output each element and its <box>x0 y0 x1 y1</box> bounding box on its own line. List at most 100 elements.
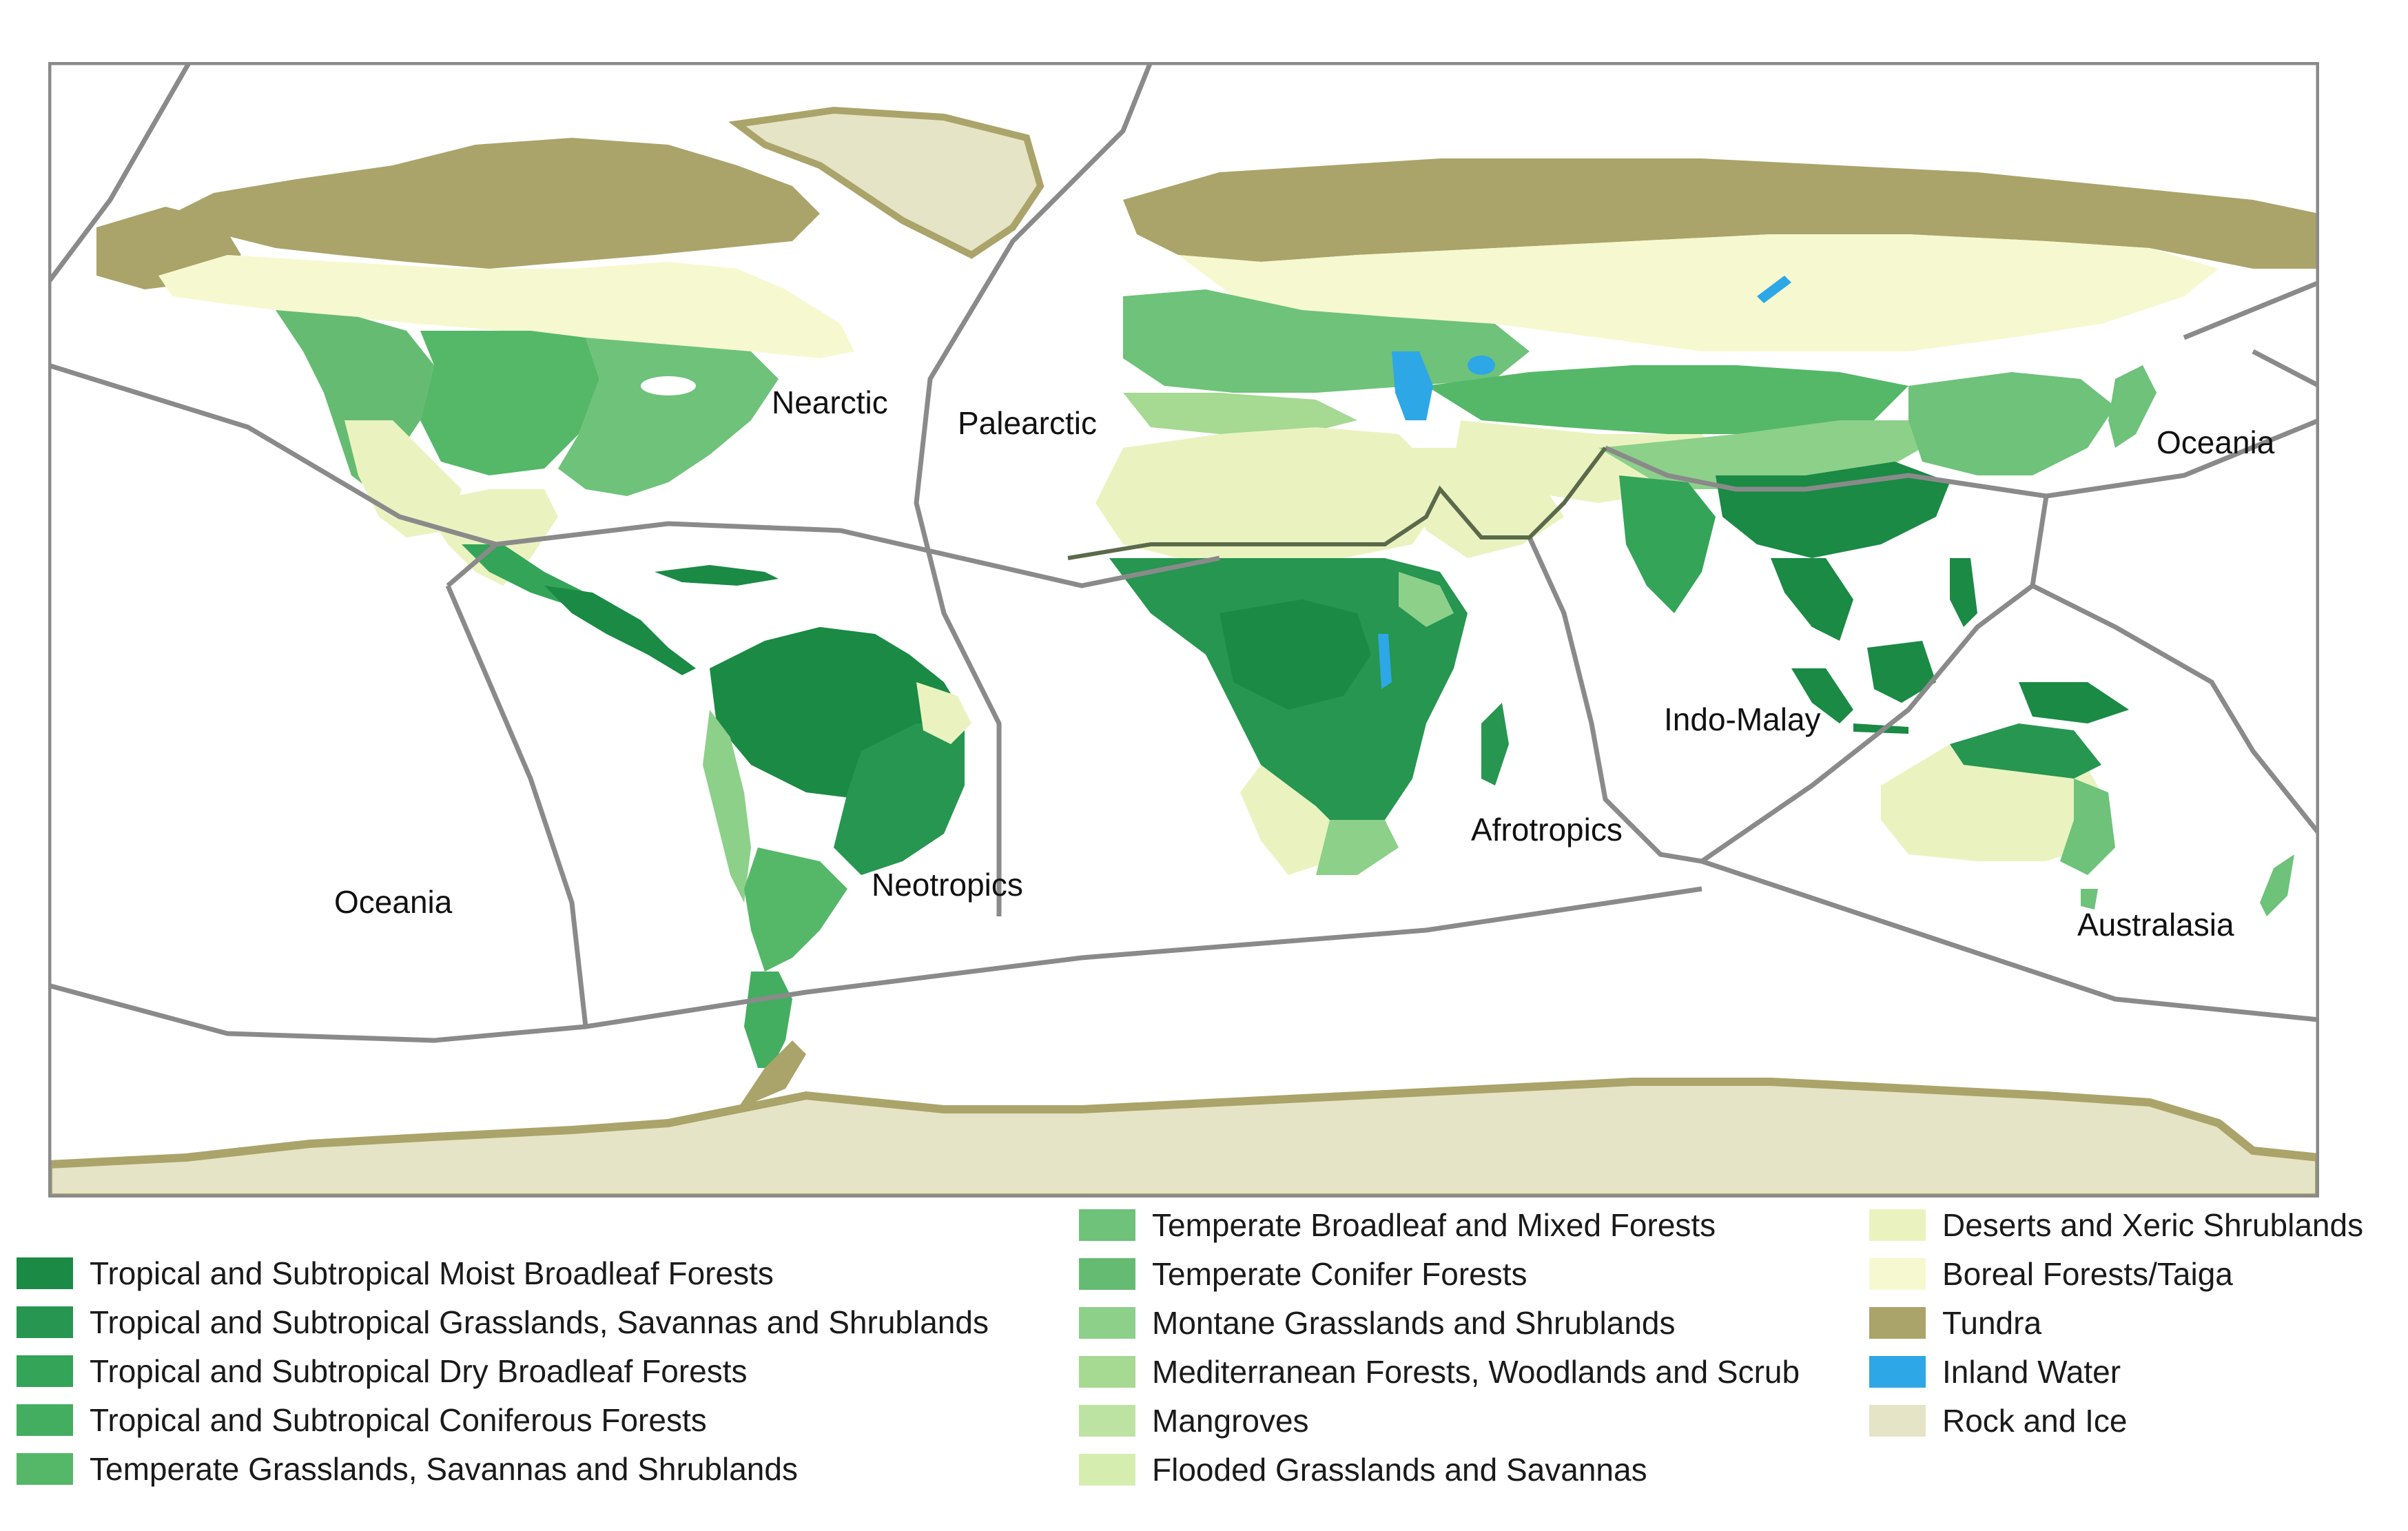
realm-boundaries <box>48 62 2319 1043</box>
legend-swatch <box>1869 1306 1926 1339</box>
caspian-sea <box>1392 351 1433 420</box>
greenland <box>737 110 1040 255</box>
antarctica <box>48 1078 2319 1198</box>
siberia-tundra <box>1123 158 2319 269</box>
caribbean-islands <box>655 565 779 586</box>
boundary-line <box>1604 418 2319 499</box>
boundary-line <box>48 886 1702 1043</box>
antarctic-peninsula <box>737 1040 806 1109</box>
legend-label: Boreal Forests/Taiga <box>1942 1255 2233 1292</box>
great-plains-grassland <box>420 331 599 475</box>
sahara <box>1095 427 1440 558</box>
sumatra <box>1791 668 1853 723</box>
legend-swatch <box>1079 1355 1135 1388</box>
australia-north-savanna <box>1950 723 2101 779</box>
australia <box>1881 723 2294 916</box>
north-america <box>96 106 1045 675</box>
palearctic-afrotropic-boundary <box>1067 446 1607 560</box>
japan <box>2108 365 2157 448</box>
aral-sea <box>1468 356 1495 375</box>
lake-baikal <box>1757 276 1791 303</box>
andes-montane <box>703 710 751 903</box>
realm-label-australasia: Australasia <box>2077 907 2234 943</box>
legend-column-3: Deserts and Xeric Shrublands Boreal Fores… <box>1869 1200 2363 1445</box>
china-south-forest <box>1716 462 1950 558</box>
realm-label-neotropics: Neotropics <box>872 867 1023 903</box>
mediterranean <box>1123 393 1357 434</box>
boundary-line <box>2252 349 2319 389</box>
boundary-line <box>445 584 588 1027</box>
north-america-boreal <box>158 255 854 358</box>
legend-item: Montane Grasslands and Shrublands <box>1079 1298 1800 1347</box>
legend-label: Mediterranean Forests, Woodlands and Scr… <box>1152 1353 1800 1390</box>
boundary-line <box>1527 536 1702 864</box>
boundary-line <box>914 62 1153 916</box>
legend-swatch <box>17 1404 73 1436</box>
legend-column-1: Tropical and Subtropical Moist Broadleaf… <box>17 1249 989 1493</box>
legend-label: Tropical and Subtropical Coniferous Fore… <box>90 1401 707 1438</box>
legend-item: Mediterranean Forests, Woodlands and Scr… <box>1079 1347 1800 1396</box>
legend-swatch <box>17 1355 73 1387</box>
central-asia-steppe <box>1426 365 1908 434</box>
legend-label: Tropical and Subtropical Moist Broadleaf… <box>90 1255 774 1291</box>
map-frame-border <box>48 62 2319 1198</box>
indo-malay-region <box>1619 462 2129 734</box>
legend-swatch <box>1869 1355 1926 1388</box>
legend-item: Rock and Ice <box>1869 1396 2363 1445</box>
boundary-line <box>2031 583 2319 836</box>
greenland-coast <box>728 106 1045 259</box>
legend-swatch <box>1869 1209 1926 1241</box>
legend-label: Montane Grasslands and Shrublands <box>1152 1304 1676 1341</box>
legend-item: Tundra <box>1869 1298 2363 1347</box>
south-africa-grassland <box>1316 820 1399 875</box>
legend-label: Tropical and Subtropical Grasslands, Sav… <box>90 1304 989 1340</box>
realm-label-indo-malay: Indo-Malay <box>1664 701 1821 737</box>
boundary-line <box>495 521 1220 588</box>
borneo <box>1867 641 1936 703</box>
legend-label: Mangroves <box>1152 1402 1309 1439</box>
new-guinea <box>2019 682 2129 723</box>
arabia <box>1399 448 1564 558</box>
kalahari <box>1240 765 1344 875</box>
east-asia-broadleaf <box>1908 372 2115 475</box>
legend-swatch <box>1079 1453 1135 1486</box>
legend-swatch <box>17 1306 73 1338</box>
boundary-line <box>48 362 502 588</box>
boundary-line <box>1700 495 2049 863</box>
world-biome-map: Nearctic Palearctic Oceania Oceania Neot… <box>48 62 2319 1198</box>
madagascar <box>1481 703 1509 785</box>
great-lakes <box>641 376 696 395</box>
realm-label-palearctic: Palearctic <box>958 405 1097 441</box>
brazil-east <box>834 723 965 875</box>
great-rift-lakes <box>1378 634 1392 689</box>
legend-swatch <box>1869 1404 1926 1437</box>
legend-item: Tropical and Subtropical Moist Broadleaf… <box>17 1249 989 1297</box>
legend-item: Flooded Grasslands and Savannas <box>1079 1445 1800 1494</box>
philippines <box>1950 558 1977 627</box>
south-america <box>703 627 971 1068</box>
new-zealand <box>2260 854 2294 916</box>
legend-swatch <box>1079 1257 1135 1290</box>
legend-label: Temperate Grasslands, Savannas and Shrub… <box>90 1450 798 1487</box>
congo-forest <box>1220 599 1371 710</box>
legend-swatch <box>1079 1306 1135 1339</box>
india <box>1619 475 1716 613</box>
legend-swatch <box>17 1257 73 1289</box>
legend-item: Tropical and Subtropical Grasslands, Sav… <box>17 1297 989 1346</box>
australia-east-forest <box>2060 779 2115 875</box>
legend-label: Deserts and Xeric Shrublands <box>1942 1206 2364 1243</box>
legend-label: Temperate Conifer Forests <box>1152 1255 1527 1292</box>
indochina <box>1771 558 1853 641</box>
europe-broadleaf <box>1123 289 1530 393</box>
africa <box>1095 427 1564 875</box>
legend-item: Boreal Forests/Taiga <box>1869 1249 2363 1298</box>
legend-item: Temperate Conifer Forests <box>1079 1249 1800 1298</box>
realm-label-nearctic: Nearctic <box>772 384 888 420</box>
legend-item: Tropical and Subtropical Coniferous Fore… <box>17 1395 989 1444</box>
legend-swatch <box>1079 1404 1135 1437</box>
legend-label: Inland Water <box>1942 1353 2121 1390</box>
legend-item: Inland Water <box>1869 1347 2363 1396</box>
legend-item: Tropical and Subtropical Dry Broadleaf F… <box>17 1346 989 1395</box>
legend-item: Temperate Grasslands, Savannas and Shrub… <box>17 1444 989 1493</box>
legend-label: Tropical and Subtropical Dry Broadleaf F… <box>90 1353 748 1389</box>
